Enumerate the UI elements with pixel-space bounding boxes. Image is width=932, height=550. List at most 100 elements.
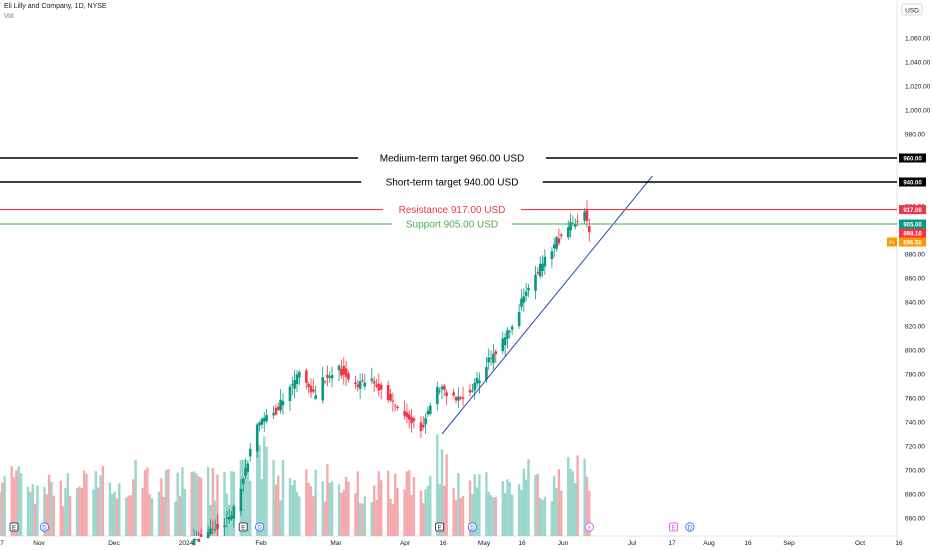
volume-bar xyxy=(99,475,102,536)
currency-badge-box xyxy=(901,3,923,16)
volume-bar xyxy=(141,487,144,536)
candle xyxy=(323,379,327,385)
candle xyxy=(501,331,505,355)
volume-bar xyxy=(206,466,210,536)
volume-bar xyxy=(68,496,72,536)
volume-bar xyxy=(520,490,523,536)
candle-body xyxy=(195,539,198,541)
volume-bar xyxy=(454,500,458,536)
volume-bar xyxy=(47,474,51,536)
candle xyxy=(248,443,252,462)
candle-body xyxy=(524,291,528,296)
candle-body xyxy=(461,397,465,400)
time-tick-label: 16 xyxy=(744,540,752,547)
volume-bar xyxy=(94,471,98,536)
volume-bar xyxy=(211,467,215,536)
candle-body xyxy=(223,525,226,528)
volume-bar xyxy=(550,500,554,536)
volume-bar xyxy=(389,498,392,536)
volume-label[interactable]: Vol xyxy=(4,13,14,20)
volume-bar xyxy=(412,477,416,536)
volume-bar xyxy=(148,494,151,536)
candle xyxy=(326,365,329,387)
volume-bar xyxy=(527,459,530,536)
time-tick-label: 16 xyxy=(439,540,447,547)
volume-bar xyxy=(1,482,4,536)
volume-bar xyxy=(178,496,182,536)
candle-body xyxy=(536,272,540,274)
candle-body xyxy=(555,237,558,249)
time-tick-label: May xyxy=(478,540,491,547)
event-marker: D xyxy=(685,522,695,532)
volume-bar xyxy=(574,483,577,536)
volume-bar xyxy=(419,490,423,536)
candle xyxy=(503,332,507,356)
volume-bar xyxy=(340,492,343,536)
candle-body xyxy=(445,392,448,396)
candle xyxy=(506,327,509,349)
volume-bar xyxy=(190,472,193,536)
candle-body xyxy=(227,516,231,520)
volume-bar xyxy=(524,479,528,536)
volume-bar xyxy=(429,475,432,536)
volume-bar xyxy=(288,478,292,536)
candle xyxy=(358,373,362,399)
candle xyxy=(272,405,275,419)
volume-bar xyxy=(487,491,490,536)
candle xyxy=(192,528,196,546)
candle-body xyxy=(281,401,285,406)
dividend-marker xyxy=(467,522,477,532)
candle xyxy=(412,415,416,429)
symbol-title[interactable]: Eli Lilly and Company, 1D, NYSE xyxy=(4,3,107,10)
candle xyxy=(199,528,203,537)
volume-bar xyxy=(244,460,247,536)
volume-bar xyxy=(97,487,100,536)
volume-bar xyxy=(281,460,285,536)
candle xyxy=(307,381,310,394)
candle-body xyxy=(260,418,264,425)
candle xyxy=(424,413,427,434)
volume-bar xyxy=(475,487,479,536)
candle-body xyxy=(489,357,493,359)
volume-bar xyxy=(43,486,46,536)
volume-bar xyxy=(279,500,282,536)
level-label: Medium-term target 960.00 USD xyxy=(380,154,525,165)
candle-body xyxy=(276,406,280,410)
candle-body xyxy=(440,386,444,390)
price-badge: 917.00 xyxy=(899,205,926,215)
candle xyxy=(419,416,423,438)
price-tick-label: 860.00 xyxy=(905,276,925,283)
candle xyxy=(475,371,479,388)
volume-bar xyxy=(394,473,397,536)
candle-body xyxy=(199,534,203,537)
candle-body xyxy=(492,353,495,364)
volume-bar xyxy=(293,480,296,536)
volume-bar xyxy=(17,466,20,536)
candle-body xyxy=(391,400,395,402)
candle xyxy=(524,282,528,302)
price-badge-box xyxy=(899,153,926,163)
price-tick-label: 1,060.00 xyxy=(905,36,931,43)
volume-bar xyxy=(468,480,472,536)
volume-bar xyxy=(337,484,341,536)
price-tick-label: 880.00 xyxy=(905,252,925,259)
candle-body xyxy=(386,385,390,401)
candle xyxy=(274,404,278,416)
candle-body xyxy=(241,478,245,484)
candle-body xyxy=(407,414,411,420)
candle-body xyxy=(363,382,367,387)
candle-body xyxy=(585,209,589,222)
volume-bar xyxy=(246,462,250,536)
candle-body xyxy=(412,418,416,422)
volume-bar xyxy=(176,472,179,536)
volume-bar xyxy=(230,471,233,536)
volume-bar xyxy=(501,481,504,536)
candle xyxy=(492,344,495,370)
candle-body xyxy=(309,385,313,393)
candle xyxy=(337,364,341,382)
price-badge: 905.00 xyxy=(899,219,926,229)
volume-bar xyxy=(443,485,446,536)
volume-bar xyxy=(553,476,556,536)
volume-bar xyxy=(298,496,301,536)
